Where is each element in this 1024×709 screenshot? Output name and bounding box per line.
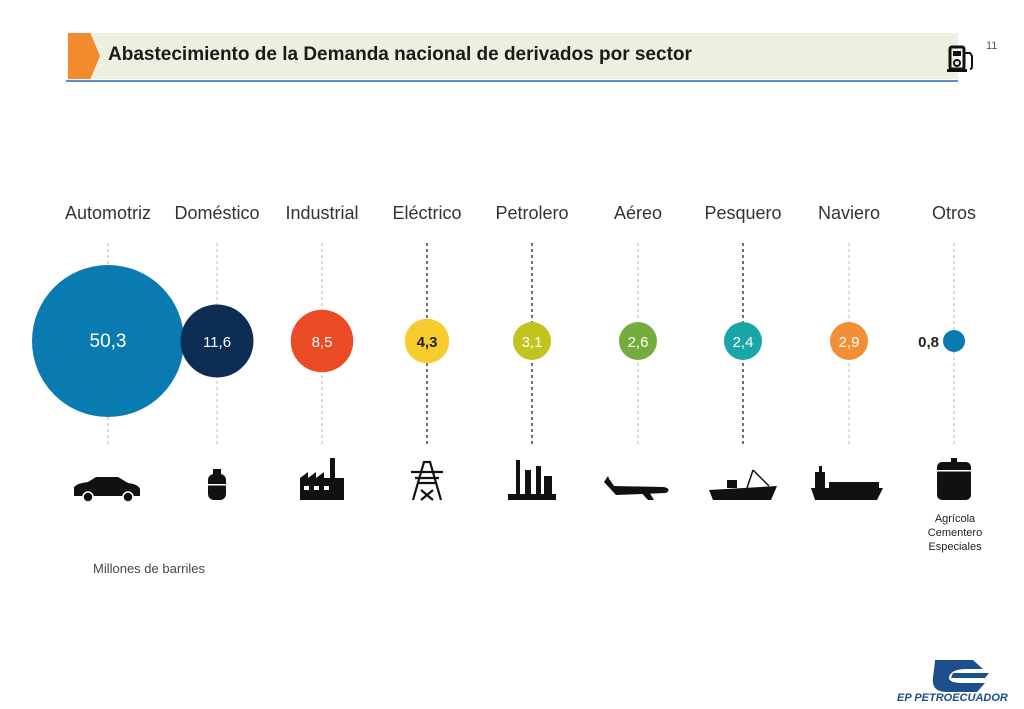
fishing-boat-icon xyxy=(709,469,777,500)
data-label: 0,8 xyxy=(918,334,939,351)
bubble xyxy=(943,330,965,352)
bubble xyxy=(619,322,657,360)
car-icon xyxy=(74,477,140,503)
bubble xyxy=(724,322,762,360)
category-label: Industrial xyxy=(285,203,358,223)
data-label: 8,5 xyxy=(312,334,333,351)
category-label: Eléctrico xyxy=(392,203,461,223)
bubble xyxy=(180,304,254,378)
otros-note-line: Cementero xyxy=(927,527,983,539)
otros-note-line: Agrícola xyxy=(934,513,976,525)
bubble xyxy=(404,318,450,364)
data-label: 2,6 xyxy=(628,334,649,351)
data-label: 2,4 xyxy=(733,334,754,351)
category-label: Naviero xyxy=(818,203,880,223)
factory-icon xyxy=(300,458,344,500)
category-label: Aéreo xyxy=(614,203,662,223)
data-label: 2,9 xyxy=(839,334,860,351)
category-label: Automotriz xyxy=(65,203,151,223)
fuel-pump-icon xyxy=(947,45,973,72)
petroecuador-logo: EP PETROECUADOR xyxy=(897,660,1008,704)
bubble xyxy=(830,322,868,360)
gas-cylinder-icon xyxy=(208,469,226,500)
category-label: Pesquero xyxy=(704,203,781,223)
otros-note-line: Especiales xyxy=(928,541,982,553)
header-bar xyxy=(68,33,958,79)
page-number: 11 xyxy=(986,40,998,52)
refinery-icon xyxy=(508,460,556,500)
logo-text: EP PETROECUADOR xyxy=(897,692,1008,704)
category-label: Otros xyxy=(932,203,976,223)
slide-title: Abastecimiento de la Demanda nacional de… xyxy=(108,44,692,65)
power-tower-icon xyxy=(411,460,443,501)
header-underline xyxy=(66,80,958,82)
bubble xyxy=(32,265,184,417)
cargo-ship-icon xyxy=(811,466,883,500)
bubble xyxy=(513,322,551,360)
otros-note: Agrícola Cementero Especiales xyxy=(914,512,996,554)
data-label: 11,6 xyxy=(203,334,231,351)
storage-tank-icon xyxy=(937,458,971,500)
data-label: 4,3 xyxy=(417,334,438,351)
units-note: Millones de barriles xyxy=(93,561,205,576)
data-label: 50,3 xyxy=(90,331,127,352)
airplane-icon xyxy=(604,476,669,500)
category-label: Doméstico xyxy=(174,203,259,223)
category-label: Petrolero xyxy=(495,203,568,223)
bubble xyxy=(290,309,354,373)
data-label: 3,1 xyxy=(522,334,543,351)
